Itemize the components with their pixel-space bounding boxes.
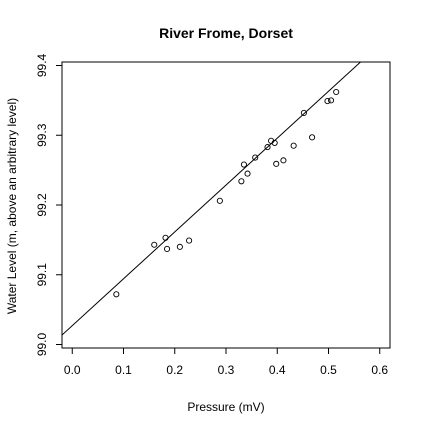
y-tick-label: 99.1 bbox=[35, 263, 49, 287]
data-points bbox=[113, 88, 340, 298]
plot-frame bbox=[61, 61, 391, 349]
y-tick-label: 99.3 bbox=[35, 123, 49, 147]
y-tick-label: 99.4 bbox=[35, 53, 49, 77]
y-axis-label: Water Level (m, above an arbitrary level… bbox=[5, 98, 19, 314]
fit-line-layer bbox=[62, 62, 362, 336]
data-point bbox=[151, 241, 158, 248]
data-point bbox=[290, 142, 297, 149]
x-tick-label: 0.2 bbox=[166, 363, 183, 377]
data-point bbox=[186, 237, 193, 244]
data-point bbox=[280, 157, 287, 164]
data-point bbox=[244, 170, 251, 177]
data-point bbox=[264, 144, 271, 151]
data-point bbox=[324, 98, 331, 105]
x-axis: 0.0 0.1 0.2 0.3 0.4 0.5 0.6 bbox=[64, 348, 388, 377]
chart-title: River Frome, Dorset bbox=[159, 25, 293, 41]
data-point bbox=[309, 134, 316, 141]
data-point bbox=[113, 291, 120, 298]
y-tick-label: 99.0 bbox=[35, 333, 49, 357]
x-tick-label: 0.0 bbox=[64, 363, 81, 377]
y-axis: 99.0 99.1 99.2 99.3 99.4 bbox=[35, 53, 62, 356]
data-point bbox=[216, 197, 223, 204]
x-axis-label: Pressure (mV) bbox=[187, 400, 264, 414]
data-point bbox=[273, 160, 280, 167]
data-point bbox=[271, 139, 278, 146]
x-tick-label: 0.4 bbox=[269, 363, 286, 377]
x-tick-label: 0.5 bbox=[320, 363, 337, 377]
data-point bbox=[176, 243, 183, 250]
x-tick-label: 0.1 bbox=[115, 363, 132, 377]
fit-line bbox=[62, 62, 362, 336]
y-tick-label: 99.2 bbox=[35, 193, 49, 217]
data-point bbox=[240, 161, 247, 168]
data-point bbox=[162, 234, 169, 241]
x-tick-label: 0.6 bbox=[371, 363, 388, 377]
x-tick-label: 0.3 bbox=[218, 363, 235, 377]
data-point bbox=[328, 97, 335, 104]
data-point bbox=[252, 154, 259, 161]
data-point bbox=[333, 88, 340, 96]
data-point bbox=[164, 245, 171, 252]
data-point bbox=[300, 109, 307, 116]
data-point bbox=[238, 178, 245, 185]
